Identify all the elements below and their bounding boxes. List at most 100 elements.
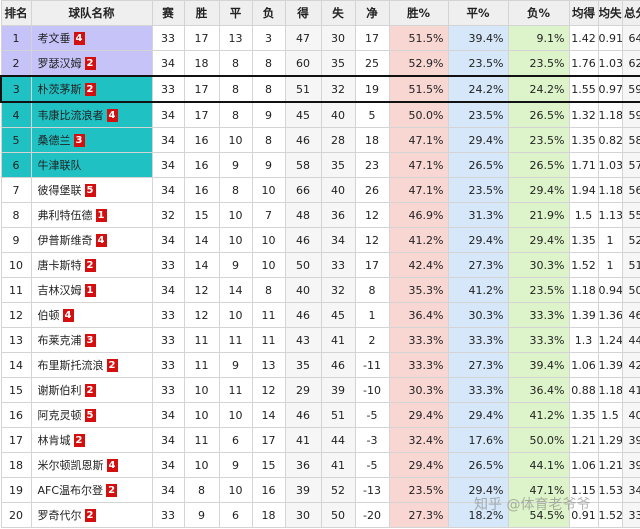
draw-pct-cell: 27.3% (447, 352, 509, 378)
losses-cell: 8 (251, 75, 286, 103)
draws-cell: 10 (218, 402, 253, 428)
team-name[interactable]: 谢斯伯利 (37, 384, 82, 397)
team-name[interactable]: 考文垂 (37, 32, 71, 45)
table-row[interactable]: 18 米尔顿凯恩斯 4 34 10 9 15 36 41 -5 29.4% 26.5% 44.1% 1.0… (0, 452, 640, 478)
avg-goals-against-cell: 1.53 (597, 477, 623, 503)
column-header[interactable]: 均失 (597, 0, 623, 26)
column-header[interactable]: 总分 (621, 0, 640, 26)
team-name[interactable]: 林肯城 (37, 434, 71, 447)
table-row[interactable]: 17 林肯城 2 34 11 6 17 41 44 -3 32.4% 17.6% 50.0% 1.21 1.… (0, 427, 640, 453)
draw-pct-cell: 23.5% (447, 50, 509, 77)
goals-against-cell: 32 (320, 75, 356, 103)
goal-diff-cell: 26 (354, 177, 390, 203)
team-name[interactable]: 伯顿 (37, 309, 60, 322)
table-row[interactable]: 7 彼得堡联 5 34 16 8 10 66 40 26 47.1% 23.5% 29.4% 1.94 1.… (0, 177, 640, 203)
red-card-badge: 4 (106, 459, 118, 472)
team-name[interactable]: 伊普斯维奇 (37, 234, 93, 247)
draws-cell: 8 (218, 50, 253, 77)
goal-diff-cell: 17 (354, 252, 390, 278)
avg-goals-for-cell: 1.71 (568, 152, 599, 178)
table-row[interactable]: 16 阿克灵顿 5 34 10 10 14 46 51 -5 29.4% 29.4% 41.2% 1.35… (0, 402, 640, 428)
table-row[interactable]: 5 桑德兰 3 34 16 10 8 46 28 18 47.1% 29.4% 23.5% 1.35 0.8… (0, 127, 640, 153)
team-name[interactable]: 桑德兰 (37, 134, 71, 147)
draws-cell: 14 (218, 277, 253, 303)
team-name-cell: 伯顿 4 (30, 302, 153, 328)
column-header[interactable]: 平% (447, 0, 509, 26)
table-row[interactable]: 12 伯顿 4 33 12 10 11 46 45 1 36.4% 30.3% 33.3% 1.39 1.3… (0, 302, 640, 328)
table-row[interactable]: 20 罗奇代尔 2 33 9 6 18 30 50 -20 27.3% 18.2% 54.5% 0.91 1… (0, 502, 640, 528)
draws-cell: 9 (218, 452, 253, 478)
red-card-badge: 2 (106, 484, 118, 497)
team-name[interactable]: AFC温布尔登 (37, 484, 104, 497)
team-name-cell: 唐卡斯特 2 (30, 252, 153, 278)
column-header[interactable]: 胜% (388, 0, 449, 26)
team-name[interactable]: 布里斯托流浪 (37, 359, 104, 372)
win-pct-cell: 47.1% (388, 152, 449, 178)
goals-against-cell: 35 (320, 152, 356, 178)
goal-diff-cell: -5 (354, 402, 390, 428)
team-name[interactable]: 朴茨茅斯 (37, 83, 82, 96)
table-row[interactable]: 8 弗利特伍德 1 32 15 10 7 48 36 12 46.9% 31.3% 21.9% 1.5 1.… (0, 202, 640, 228)
rank-cell: 13 (0, 327, 32, 353)
team-name[interactable]: 米尔顿凯恩斯 (37, 459, 104, 472)
table-row[interactable]: 4 韦康比流浪者 4 34 17 8 9 45 40 5 50.0% 23.5% 26.5% 1.32 1.… (0, 101, 640, 128)
red-card-badge: 4 (62, 309, 74, 322)
table-row[interactable]: 11 吉林汉姆 1 34 12 14 8 40 32 8 35.3% 41.2% 23.5% 1.18 0.… (0, 277, 640, 303)
team-name[interactable]: 阿克灵顿 (37, 409, 82, 422)
column-header[interactable]: 排名 (0, 0, 32, 26)
wins-cell: 16 (183, 152, 220, 178)
column-header[interactable]: 平 (218, 0, 253, 26)
team-name[interactable]: 布莱克浦 (37, 334, 82, 347)
goals-against-cell: 34 (320, 227, 356, 253)
points-cell: 46 (621, 302, 640, 328)
team-name[interactable]: 罗奇代尔 (37, 509, 82, 522)
table-row[interactable]: 14 布里斯托流浪 2 33 11 9 13 35 46 -11 33.3% 27.3% 39.4% 1.… (0, 352, 640, 378)
goal-diff-cell: 12 (354, 202, 390, 228)
column-header[interactable]: 净 (354, 0, 390, 26)
column-header[interactable]: 失 (320, 0, 356, 26)
team-name[interactable]: 彼得堡联 (37, 184, 82, 197)
played-cell: 34 (151, 277, 185, 303)
table-row[interactable]: 2 罗瑟汉姆 2 34 18 8 8 60 35 25 52.9% 23.5% 23.5% 1.76 1.0… (0, 50, 640, 77)
team-name[interactable]: 弗利特伍德 (37, 209, 93, 222)
column-header[interactable]: 均得 (568, 0, 599, 26)
table-row[interactable]: 3 朴茨茅斯 2 33 17 8 8 51 32 19 51.5% 24.2% 24.2% 1.55 0.9… (0, 75, 640, 103)
column-header[interactable]: 负% (507, 0, 570, 26)
team-name-cell: 罗瑟汉姆 2 (30, 50, 153, 77)
goals-for-cell: 50 (284, 252, 322, 278)
red-card-badge: 3 (84, 334, 96, 347)
goal-diff-cell: 25 (354, 50, 390, 77)
goals-for-cell: 39 (284, 477, 322, 503)
wins-cell: 16 (183, 127, 220, 153)
column-header[interactable]: 负 (251, 0, 286, 26)
avg-goals-for-cell: 1.35 (568, 402, 599, 428)
column-header[interactable]: 胜 (183, 0, 220, 26)
column-header[interactable]: 赛 (151, 0, 185, 26)
draws-cell: 8 (218, 75, 253, 103)
draws-cell: 11 (218, 327, 253, 353)
losses-cell: 8 (251, 50, 286, 77)
table-row[interactable]: 10 唐卡斯特 2 33 14 9 10 50 33 17 42.4% 27.3% 30.3% 1.52 1… (0, 252, 640, 278)
table-row[interactable]: 13 布莱克浦 3 33 11 11 11 43 41 2 33.3% 33.3% 33.3% 1.3 1.… (0, 327, 640, 353)
column-header[interactable]: 球队名称 (30, 0, 153, 26)
goals-against-cell: 28 (320, 127, 356, 153)
goals-for-cell: 36 (284, 452, 322, 478)
avg-goals-against-cell: 1.24 (597, 327, 623, 353)
goals-for-cell: 46 (284, 127, 322, 153)
played-cell: 33 (151, 75, 185, 103)
table-row[interactable]: 19 AFC温布尔登 2 34 8 10 16 39 52 -13 23.5% 29.4% 47.1% 1… (0, 477, 640, 503)
rank-cell: 1 (0, 25, 32, 51)
team-name[interactable]: 韦康比流浪者 (37, 109, 104, 122)
team-name[interactable]: 牛津联队 (37, 159, 82, 172)
column-header[interactable]: 得 (284, 0, 322, 26)
team-name[interactable]: 吉林汉姆 (37, 284, 82, 297)
table-row[interactable]: 9 伊普斯维奇 4 34 14 10 10 46 34 12 41.2% 29.4% 29.4% 1.35… (0, 227, 640, 253)
table-row[interactable]: 1 考文垂 4 33 17 13 3 47 30 17 51.5% 39.4% 9.1% 1.42 0.91… (0, 25, 640, 51)
avg-goals-for-cell: 1.52 (568, 252, 599, 278)
table-row[interactable]: 6 牛津联队 34 16 9 9 58 35 23 47.1% 26.5% 26.5% 1.71 1.03… (0, 152, 640, 178)
points-cell: 39 (621, 427, 640, 453)
table-row[interactable]: 15 谢斯伯利 2 33 10 11 12 29 39 -10 30.3% 33.3% 36.4% 0.8… (0, 377, 640, 403)
win-pct-cell: 35.3% (388, 277, 449, 303)
team-name[interactable]: 罗瑟汉姆 (37, 57, 82, 70)
team-name[interactable]: 唐卡斯特 (37, 259, 82, 272)
